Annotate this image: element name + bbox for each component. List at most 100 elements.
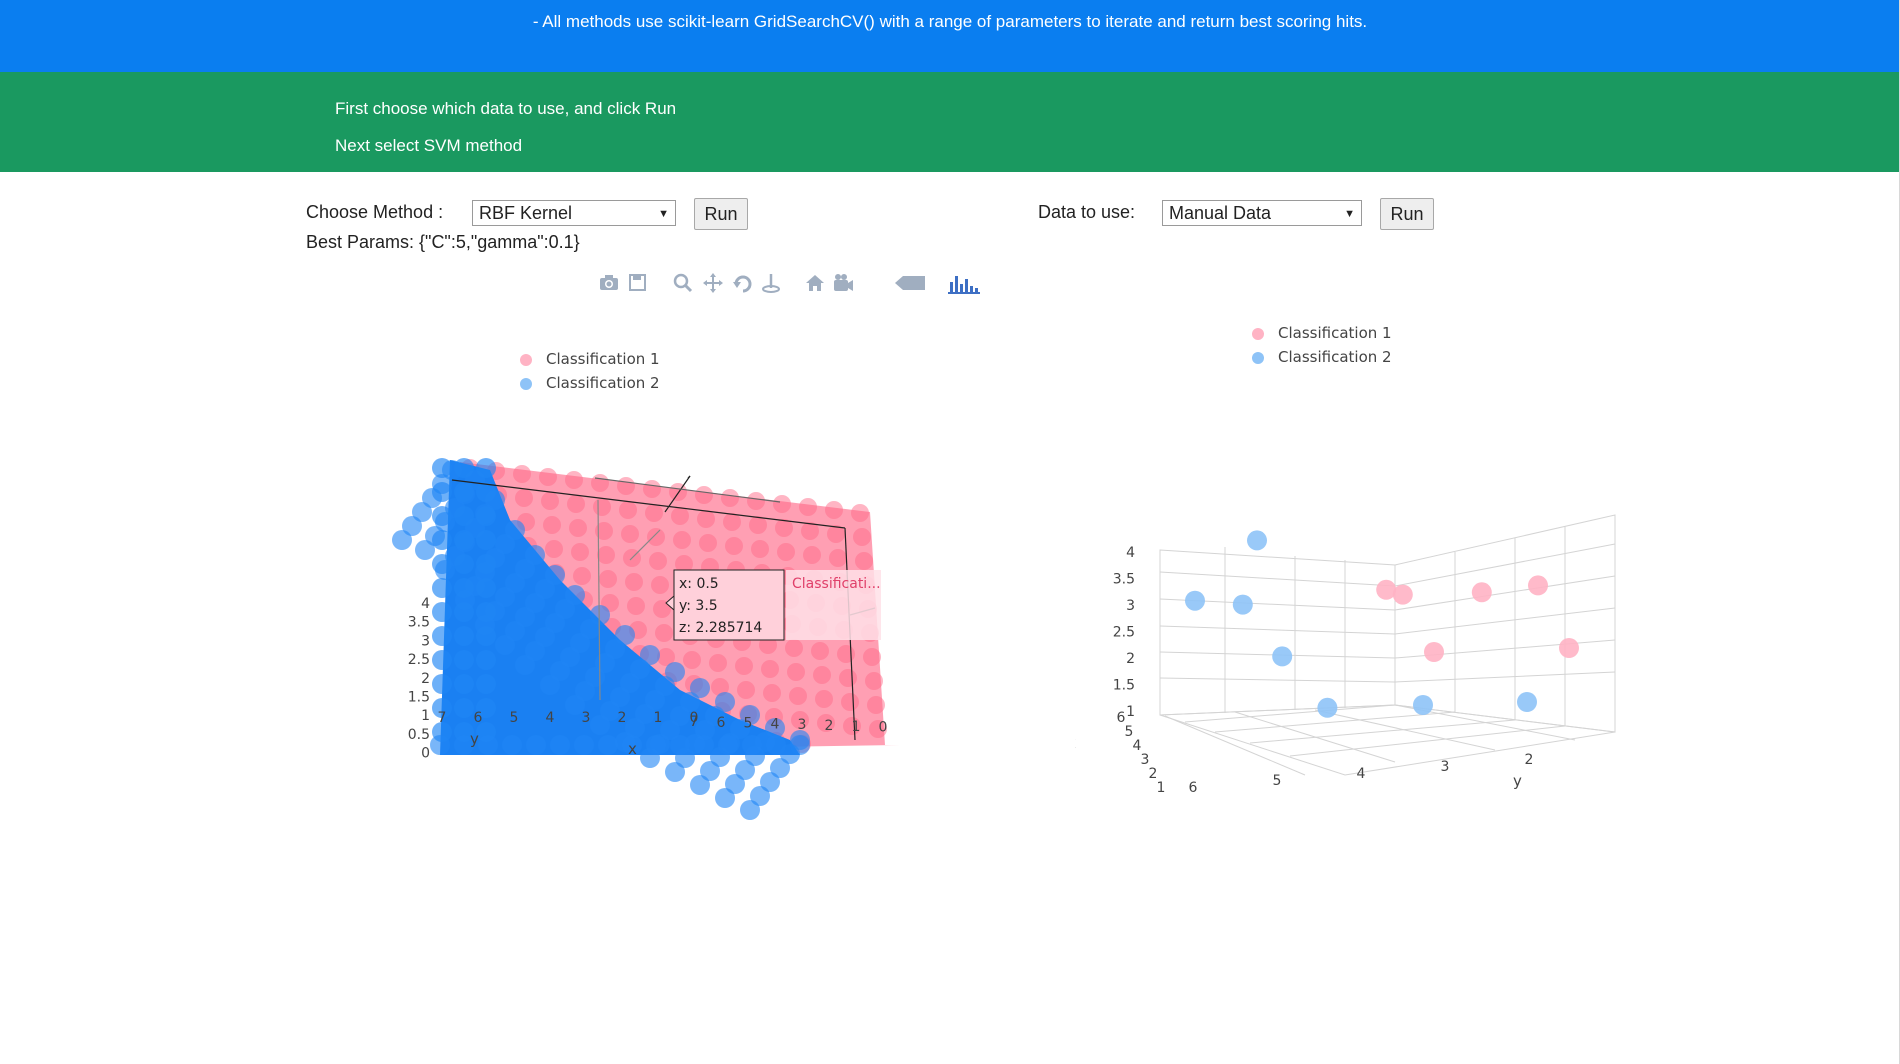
x-tick-label: 5 xyxy=(1125,724,1134,740)
method-run-button[interactable]: Run xyxy=(694,198,748,230)
class2-point xyxy=(502,735,522,755)
class1-point[interactable] xyxy=(1376,579,1397,600)
z-tick-label: 0 xyxy=(421,746,430,762)
class1-point xyxy=(619,501,637,519)
y-axis-ticks: 6 5 4 3 2 xyxy=(1189,752,1534,796)
orbit-rotation-icon[interactable] xyxy=(732,272,754,294)
turntable-rotation-icon[interactable] xyxy=(760,272,782,294)
class2-point[interactable] xyxy=(1185,590,1205,611)
class1-point xyxy=(817,714,835,732)
class1-point xyxy=(513,465,531,483)
class2-point xyxy=(565,585,585,605)
x-tick-label: 4 xyxy=(771,716,780,732)
class1-point[interactable] xyxy=(1424,642,1444,662)
class1-point[interactable] xyxy=(1471,582,1492,603)
x-tick-label: 3 xyxy=(798,717,807,733)
class2-point xyxy=(610,687,630,707)
class2-point xyxy=(590,605,610,625)
z-tick-label: 3 xyxy=(1126,598,1135,614)
class2-point xyxy=(665,762,685,782)
class1-point xyxy=(789,687,807,705)
x-tick-label: 2 xyxy=(1149,766,1158,782)
class1-point xyxy=(543,516,561,534)
class2-point[interactable] xyxy=(1232,594,1253,615)
class2-point[interactable] xyxy=(1517,692,1537,712)
z-tick-label: 3.5 xyxy=(1113,572,1135,588)
class2-point xyxy=(454,626,474,646)
class2-point xyxy=(495,534,515,554)
class2-point[interactable] xyxy=(1317,697,1338,718)
camera-last-save-icon[interactable] xyxy=(832,272,854,294)
data-select[interactable]: Manual Data ▼ xyxy=(1162,200,1362,226)
class1-point xyxy=(863,648,881,666)
class2-point xyxy=(766,735,786,755)
chevron-down-icon: ▼ xyxy=(658,208,669,220)
plotly-logo-icon[interactable] xyxy=(948,272,980,294)
class1-point xyxy=(721,489,739,507)
class2-point xyxy=(730,719,750,739)
class2-point xyxy=(760,772,780,792)
class1-point xyxy=(737,681,755,699)
legend-label-class1: Classification 1 xyxy=(1278,324,1392,342)
y-tick-label: 3 xyxy=(1441,759,1450,775)
class1-point xyxy=(827,525,845,543)
z-tick-label: 2.5 xyxy=(408,652,430,668)
x-tick-label: 1 xyxy=(852,719,861,735)
class1-point xyxy=(775,519,793,537)
class2-point xyxy=(742,735,762,755)
class2-point[interactable] xyxy=(1272,646,1293,667)
class2-point xyxy=(454,735,474,755)
class1-point xyxy=(647,528,665,546)
reset-camera-icon[interactable] xyxy=(804,272,826,294)
zoom-icon[interactable] xyxy=(672,272,694,294)
class2-point xyxy=(630,659,650,679)
z-tick-label: 2 xyxy=(1126,651,1135,667)
class1-point xyxy=(867,696,885,714)
class2-point xyxy=(622,735,642,755)
class1-point[interactable] xyxy=(1392,584,1413,605)
data-run-button[interactable]: Run xyxy=(1380,198,1434,230)
save-icon[interactable] xyxy=(628,272,648,294)
class2-point xyxy=(392,530,412,550)
y-tick-label: 1 xyxy=(654,710,663,726)
class2-point xyxy=(735,760,755,780)
pan-icon[interactable] xyxy=(702,272,724,294)
class2-point xyxy=(694,735,714,755)
class2-point xyxy=(476,674,496,694)
class1-point xyxy=(673,531,691,549)
class2-point xyxy=(476,602,496,622)
chevron-down-icon: ▼ xyxy=(1344,208,1355,220)
camera-icon[interactable] xyxy=(598,272,620,294)
class1-point xyxy=(811,642,829,660)
header-banner: - All methods use scikit-learn GridSearc… xyxy=(0,0,1900,72)
y-tick-label: 7 xyxy=(438,710,447,726)
class2-point[interactable] xyxy=(1247,530,1267,551)
class1-point xyxy=(645,504,663,522)
class2-point[interactable] xyxy=(1413,695,1433,715)
class1-point xyxy=(595,522,613,540)
class2-point xyxy=(476,482,496,502)
class1-point xyxy=(803,546,821,564)
class2-point xyxy=(545,613,565,633)
method-select[interactable]: RBF Kernel ▼ xyxy=(472,200,676,226)
z-tick-label: 1.5 xyxy=(408,690,430,706)
class2-point xyxy=(478,735,498,755)
class1-point xyxy=(843,717,861,735)
class1-point xyxy=(837,645,855,663)
y-tick-label: 6 xyxy=(474,710,483,726)
class1-point[interactable] xyxy=(1559,638,1579,658)
z-tick-label: 2.5 xyxy=(1113,625,1135,641)
class2-point xyxy=(750,786,770,806)
class1-point[interactable] xyxy=(1528,575,1548,596)
data-select-value: Manual Data xyxy=(1169,203,1272,223)
class2-point xyxy=(432,650,452,670)
class1-point xyxy=(669,483,687,501)
hover-closest-icon[interactable] xyxy=(894,272,926,294)
x-tick-label: 3 xyxy=(1141,752,1150,768)
class1-point xyxy=(801,522,819,540)
class1-point xyxy=(825,501,843,519)
class2-points xyxy=(392,458,810,820)
